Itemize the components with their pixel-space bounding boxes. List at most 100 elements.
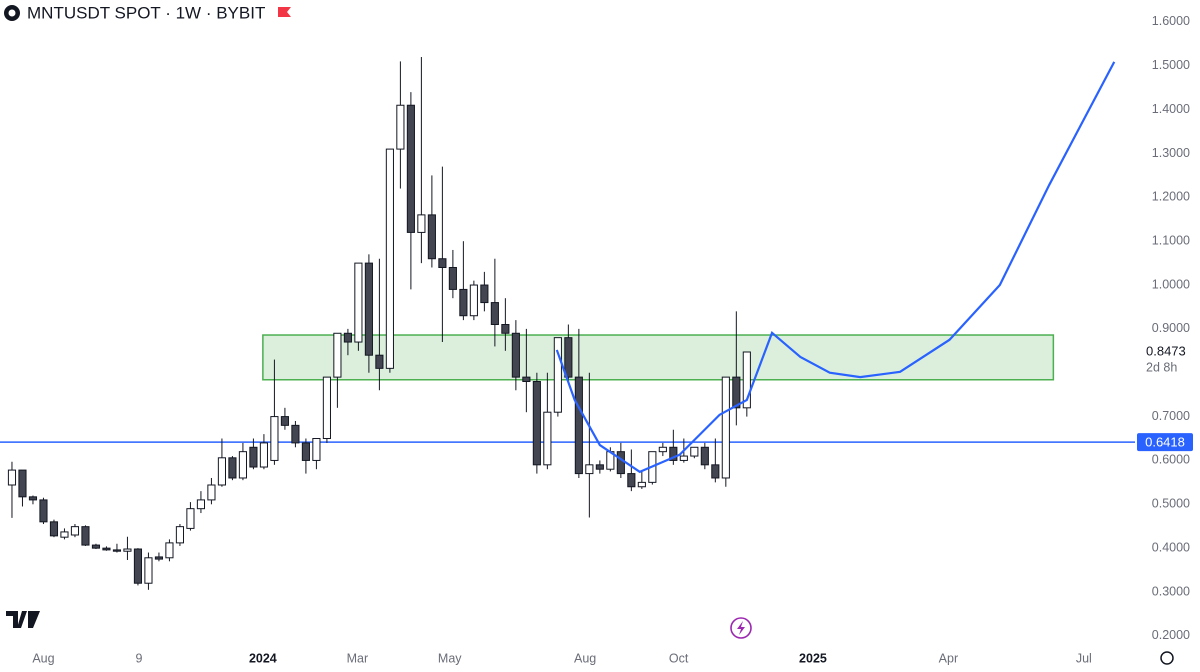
- x-tick-label: Oct: [669, 651, 689, 665]
- candle-body: [417, 214, 426, 233]
- candle-body: [711, 464, 720, 479]
- y-tick-label: 0.9000: [1152, 321, 1190, 335]
- event-bolt: [737, 621, 745, 635]
- x-tick-label: Mar: [347, 651, 369, 665]
- chart-title: MNTUSDT SPOT · 1W · BYBIT: [27, 3, 265, 22]
- candle-body: [669, 446, 678, 461]
- candle-body: [238, 451, 247, 479]
- candle-body: [616, 451, 625, 475]
- candle-body: [501, 324, 510, 334]
- candle-body: [637, 481, 646, 488]
- candle-body: [553, 337, 562, 413]
- x-tick-label: Apr: [939, 651, 958, 665]
- x-tick-label: Aug: [574, 651, 596, 665]
- candle-body: [112, 549, 122, 552]
- candle-body: [133, 548, 143, 584]
- event-icon[interactable]: [730, 617, 752, 639]
- candle-body: [217, 457, 226, 486]
- candle-body: [742, 351, 751, 409]
- candle-body: [585, 464, 594, 475]
- candle-body: [123, 548, 132, 552]
- candle-body: [102, 547, 111, 551]
- x-tick-label: 9: [136, 651, 143, 665]
- candle-body: [406, 104, 415, 233]
- candle-body: [175, 526, 185, 544]
- y-tick-label: 0.3000: [1152, 584, 1190, 598]
- y-tick-label: 0.6000: [1152, 453, 1190, 467]
- candle-body: [18, 469, 27, 498]
- candle-body: [396, 104, 405, 150]
- candle-body: [658, 446, 667, 453]
- y-tick-label: 0.4000: [1152, 540, 1190, 554]
- candle-body: [438, 258, 447, 268]
- candle-body: [532, 381, 541, 466]
- candle-body: [721, 376, 730, 479]
- candle-body: [333, 332, 342, 378]
- x-tick-label: Jul: [1076, 651, 1092, 665]
- candle-body: [280, 416, 289, 426]
- candle-body: [522, 376, 531, 383]
- candle-body: [595, 464, 604, 470]
- projection-curve: [555, 61, 1116, 474]
- x-tick-label: Aug: [32, 651, 54, 665]
- candle-body: [564, 337, 573, 378]
- candle-body: [343, 332, 352, 343]
- y-tick-label: 1.0000: [1152, 277, 1190, 291]
- candle-body: [291, 424, 300, 444]
- y-tick-label: 1.3000: [1152, 146, 1190, 160]
- candle-body: [480, 284, 489, 304]
- candle-body: [679, 455, 688, 461]
- settings-icon[interactable]: [1160, 651, 1174, 665]
- candle-body: [196, 499, 206, 510]
- candle-body: [259, 442, 268, 468]
- candle-body: [207, 484, 216, 501]
- candle-body: [270, 416, 279, 461]
- candle-body: [511, 332, 520, 378]
- candle-body: [70, 526, 80, 536]
- candle-body: [165, 542, 174, 559]
- candle-body: [700, 446, 709, 466]
- candle-body: [385, 148, 394, 369]
- candle-body: [39, 499, 48, 523]
- tv-logo: [6, 611, 40, 628]
- hline-price-label: 0.6418: [1145, 435, 1185, 450]
- x-tick-label: 2025: [799, 651, 827, 665]
- y-tick-label: 1.2000: [1152, 190, 1190, 204]
- x-tick-label: 2024: [249, 651, 277, 665]
- candle-body: [312, 438, 321, 461]
- candle-body: [427, 214, 436, 260]
- y-tick-label: 1.5000: [1152, 58, 1190, 72]
- y-tick-label: 1.4000: [1152, 102, 1190, 116]
- candle-body: [490, 302, 499, 325]
- y-tick-label: 0.7000: [1152, 409, 1190, 423]
- y-tick-label: 1.1000: [1152, 233, 1190, 247]
- candle-body: [186, 508, 195, 529]
- y-tick-label: 0.5000: [1152, 497, 1190, 511]
- candle-body: [144, 557, 153, 584]
- candle-body: [354, 262, 363, 343]
- candle-body: [7, 469, 17, 486]
- candle-body: [375, 354, 384, 369]
- y-tick-label: 0.2000: [1152, 628, 1190, 642]
- candle-body: [574, 376, 583, 475]
- candle-body: [627, 473, 636, 488]
- candle-body: [448, 266, 457, 290]
- candle-body: [249, 446, 258, 468]
- hline-price-box: [1137, 433, 1193, 452]
- candle-body: [543, 411, 552, 466]
- flag-icon: [278, 7, 291, 17]
- y-tick-label: 1.6000: [1152, 14, 1190, 28]
- candle-body: [81, 526, 90, 546]
- candle-body: [154, 556, 164, 560]
- candle-body: [690, 446, 699, 457]
- candle-body: [459, 288, 468, 317]
- candle-body: [469, 284, 478, 317]
- exchange-icon-dot: [8, 9, 16, 17]
- candle-body: [364, 262, 373, 356]
- countdown-label: 2d 8h: [1146, 360, 1177, 374]
- candle-body: [91, 544, 101, 549]
- candle-body: [28, 496, 38, 501]
- plot: [0, 57, 1135, 590]
- last-price-label: 0.8473: [1146, 343, 1186, 358]
